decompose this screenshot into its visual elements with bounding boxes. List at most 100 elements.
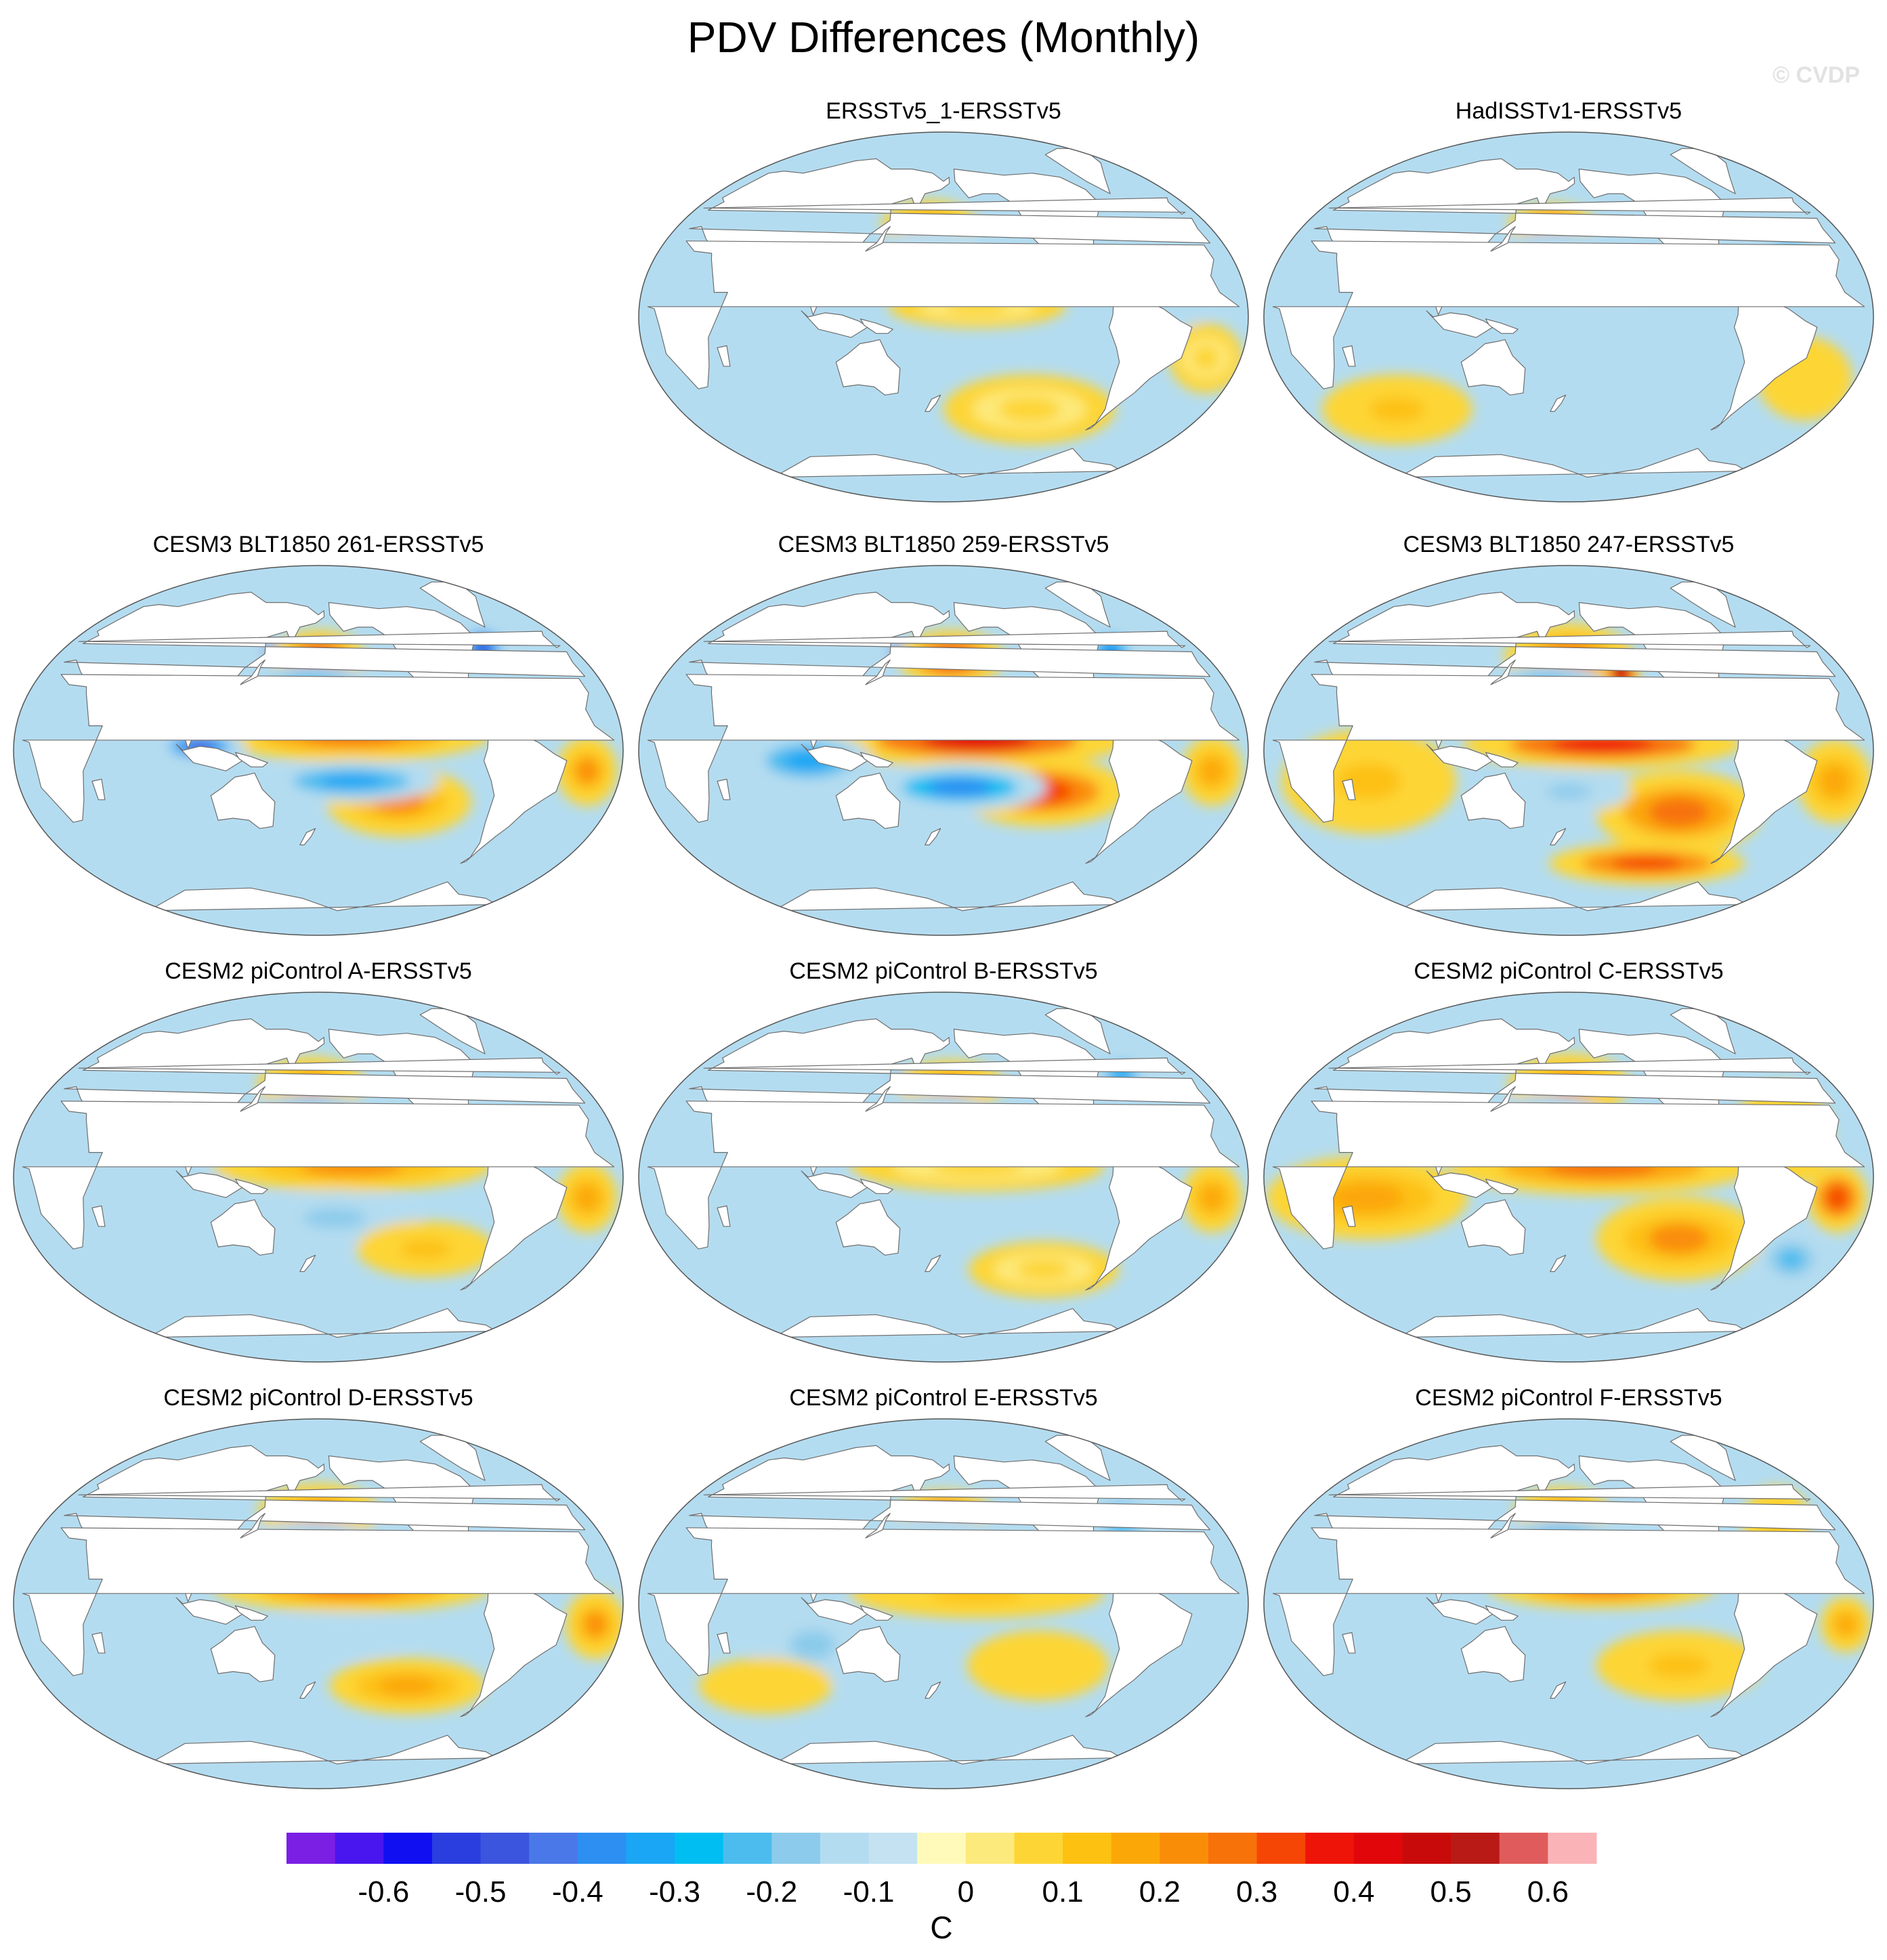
land-japan xyxy=(240,659,266,685)
map-panel: HadISSTv1-ERSSTv5 xyxy=(1260,98,1877,505)
land-uk xyxy=(703,631,1186,648)
panel-title: HadISSTv1-ERSSTv5 xyxy=(1455,98,1682,124)
land-australia xyxy=(210,1625,276,1682)
anomaly-core xyxy=(1836,1614,1855,1634)
colorbar-tick-label: 0.2 xyxy=(1139,1875,1181,1909)
land-antarctica xyxy=(1398,1734,1747,1765)
anomaly-core xyxy=(1779,1249,1804,1269)
land-new-zealand xyxy=(299,1254,316,1273)
robinson-map xyxy=(13,992,624,1363)
land-africa xyxy=(647,240,1240,389)
anomaly-core xyxy=(740,1676,790,1696)
colorbar-swatch xyxy=(577,1833,627,1864)
panel-title: CESM3 BLT1850 259-ERSSTv5 xyxy=(778,532,1109,557)
land-uk xyxy=(703,1057,1186,1075)
land-africa xyxy=(22,1527,615,1676)
watermark: © CVDP xyxy=(1773,62,1860,88)
colorbar-swatch xyxy=(917,1833,967,1864)
land-antarctica xyxy=(773,448,1122,478)
colorbar-swatch xyxy=(1305,1833,1355,1864)
land-greenland xyxy=(419,1008,486,1054)
land-antarctica xyxy=(773,1308,1122,1338)
colorbar-swatch xyxy=(626,1833,675,1864)
robinson-map xyxy=(638,992,1249,1363)
land-antarctica xyxy=(148,1734,497,1765)
land-africa xyxy=(647,674,1240,823)
land-new-zealand xyxy=(925,1681,941,1699)
map-panel: CESM2 piControl B-ERSSTv5 xyxy=(635,958,1252,1365)
land-antarctica xyxy=(773,1734,1122,1765)
anomaly-core xyxy=(576,759,599,784)
colorbar-tick-label: 0.3 xyxy=(1236,1875,1277,1909)
colorbar-swatch xyxy=(723,1833,772,1864)
land-australia xyxy=(835,1199,901,1256)
anomaly-core xyxy=(789,1629,835,1660)
land-new-zealand xyxy=(299,1681,316,1699)
anomaly-core xyxy=(1826,1185,1849,1210)
land-new-guinea xyxy=(860,318,893,334)
land-uk xyxy=(78,1057,561,1075)
land-antarctica xyxy=(1398,881,1747,912)
robinson-map xyxy=(638,565,1249,936)
anomaly-core xyxy=(141,1193,196,1223)
map-border xyxy=(1263,565,1874,936)
land-japan xyxy=(240,1512,266,1539)
colorbar-swatch xyxy=(820,1833,870,1864)
map-border xyxy=(13,1418,624,1789)
land-new-zealand xyxy=(925,828,941,846)
land-australia xyxy=(835,1625,901,1682)
land-greenland xyxy=(1670,148,1736,194)
anomaly-core xyxy=(1377,1629,1432,1660)
land-uk xyxy=(1328,1057,1811,1075)
colorbar-tick-label: -0.6 xyxy=(358,1875,409,1909)
map-panel: CESM2 piControl A-ERSSTv5 xyxy=(10,958,627,1365)
anomaly-core xyxy=(928,778,992,796)
land-antarctica xyxy=(1398,448,1747,478)
colorbar-swatch xyxy=(1111,1833,1160,1864)
land-madagascar xyxy=(717,1632,731,1654)
land-new-zealand xyxy=(925,394,941,412)
colorbar-swatch xyxy=(1353,1833,1403,1864)
map-border xyxy=(638,1418,1249,1789)
land-madagascar xyxy=(91,1205,106,1227)
figure-title: PDV Differences (Monthly) xyxy=(687,13,1200,62)
land-new-guinea xyxy=(1485,752,1519,767)
land-greenland xyxy=(1044,581,1111,628)
map-panel: CESM3 BLT1850 259-ERSSTv5 xyxy=(635,532,1252,938)
land-new-guinea xyxy=(234,752,268,767)
land-greenland xyxy=(1670,1008,1736,1054)
land-japan xyxy=(865,226,891,252)
land-new-guinea xyxy=(1485,1178,1519,1194)
map-panel: CESM2 piControl C-ERSSTv5 xyxy=(1260,958,1877,1365)
colorbar-swatch xyxy=(868,1833,918,1864)
anomaly-core xyxy=(1611,855,1683,871)
land-africa xyxy=(22,674,615,823)
anomaly-core xyxy=(1648,797,1710,827)
map-panel: ERSSTv5_1-ERSSTv5 xyxy=(635,98,1252,505)
land-uk xyxy=(703,197,1186,215)
colorbar-tick-label: -0.2 xyxy=(746,1875,797,1909)
land-new-guinea xyxy=(860,1178,893,1194)
land-new-guinea xyxy=(860,752,893,767)
map-border xyxy=(638,565,1249,936)
land-new-zealand xyxy=(299,828,316,846)
land-new-guinea xyxy=(1485,1605,1519,1621)
map-panel: CESM2 piControl E-ERSSTv5 xyxy=(635,1385,1252,1791)
land-africa xyxy=(1272,1527,1865,1676)
anomaly-core xyxy=(1016,1259,1072,1280)
panel-title: CESM2 piControl A-ERSSTv5 xyxy=(165,958,472,984)
land-africa xyxy=(1272,1101,1865,1250)
anomaly-core xyxy=(1201,1185,1224,1210)
land-uk xyxy=(1328,631,1811,648)
land-africa xyxy=(22,1101,615,1250)
anomaly-core xyxy=(1821,766,1849,796)
robinson-map xyxy=(638,1418,1249,1789)
land-new-zealand xyxy=(1550,828,1567,846)
land-madagascar xyxy=(1342,1632,1356,1654)
land-new-zealand xyxy=(1550,1681,1567,1699)
land-madagascar xyxy=(717,1205,731,1227)
anomaly-core xyxy=(756,356,809,381)
land-japan xyxy=(1490,1512,1516,1539)
colorbar-tick-label: -0.4 xyxy=(552,1875,603,1909)
land-japan xyxy=(865,1086,891,1112)
